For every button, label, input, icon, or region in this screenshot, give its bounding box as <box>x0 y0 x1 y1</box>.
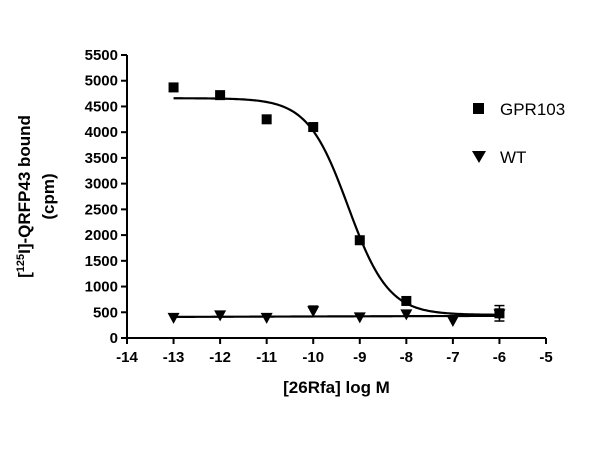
y-ticks: 0 500 1000 1500 2000 2500 3000 3500 4000 4500 5000… <box>85 47 127 347</box>
point-wt <box>353 312 366 324</box>
legend-label-gpr103: GPR103 <box>500 100 565 119</box>
point-gpr103 <box>308 122 319 133</box>
x-tick-label: -5 <box>539 349 552 366</box>
y-tick-label: 2000 <box>85 227 118 244</box>
x-tick-label: -14 <box>116 349 138 366</box>
legend-marker-square <box>473 103 484 114</box>
point-gpr103 <box>261 114 272 125</box>
y-axis-title-sup: 125 <box>15 254 27 272</box>
y-tick-label: 4500 <box>85 98 118 115</box>
legend-marker-triangle-down <box>472 151 486 163</box>
y-axis-title-unit: (cpm) <box>39 173 58 219</box>
y-tick-label: 2500 <box>85 201 118 218</box>
y-tick-label: 500 <box>93 304 118 321</box>
point-wt <box>307 306 320 318</box>
y-tick-label: 3000 <box>85 176 118 193</box>
point-wt <box>400 309 413 321</box>
x-tick-label: -12 <box>209 349 231 366</box>
point-gpr103 <box>215 90 226 101</box>
point-wt <box>493 309 506 321</box>
y-tick-label: 4000 <box>85 124 118 141</box>
x-ticks: -14 -13 -12 -11 -10 -9 -8 -7 -6 -5 <box>116 338 553 366</box>
y-tick-label: 5500 <box>85 47 118 64</box>
x-tick-label: -8 <box>400 349 413 366</box>
x-axis-title: [26Rfa] log M <box>283 378 390 397</box>
y-tick-label: 1500 <box>85 253 118 270</box>
legend-item-wt: WT <box>472 148 526 167</box>
point-gpr103 <box>354 235 365 246</box>
x-tick-label: -10 <box>302 349 324 366</box>
x-tick-label: -7 <box>446 349 459 366</box>
x-tick-label: -11 <box>256 349 277 366</box>
point-gpr103 <box>168 82 179 93</box>
y-tick-label: 0 <box>110 330 118 347</box>
x-tick-label: -9 <box>353 349 366 366</box>
y-tick-label: 5000 <box>85 73 118 90</box>
point-wt <box>167 312 180 324</box>
y-tick-label: 1000 <box>85 279 118 296</box>
legend-item-gpr103: GPR103 <box>473 100 565 119</box>
axes <box>126 55 546 339</box>
y-tick-label: 3500 <box>85 150 118 167</box>
point-gpr103 <box>401 295 412 306</box>
x-tick-label: -13 <box>163 349 185 366</box>
y-axis-title: [125I]-QRFP43 bound <box>15 115 34 278</box>
fit-curve-gpr103 <box>173 97 500 316</box>
fit-curve-wt <box>173 314 500 318</box>
x-tick-label: -6 <box>493 349 506 366</box>
data-points <box>167 82 506 328</box>
y-axis-title-prefix: [ <box>15 272 34 278</box>
legend-label-wt: WT <box>500 148 526 167</box>
fit-curves <box>173 97 500 318</box>
point-wt <box>446 316 459 328</box>
point-wt <box>214 310 227 322</box>
legend: GPR103 WT <box>472 100 565 167</box>
point-wt <box>260 312 273 324</box>
y-axis-title-suffix: I]-QRFP43 bound <box>15 115 34 254</box>
